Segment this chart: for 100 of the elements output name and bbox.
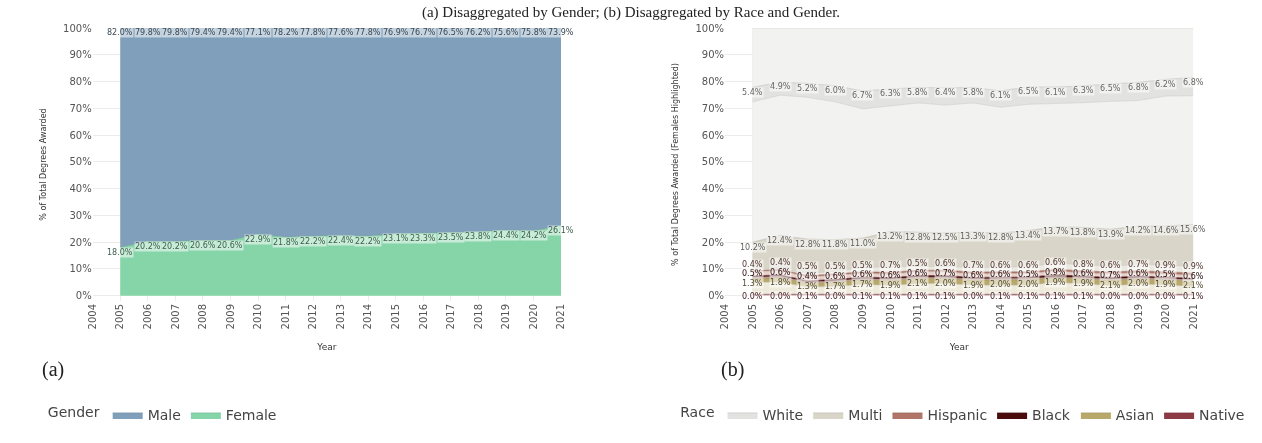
- data-label: 0.5%: [852, 261, 873, 270]
- data-label: 0.6%: [963, 271, 984, 280]
- y-tick-label: 10%: [69, 263, 92, 275]
- y-tick-label: 80%: [69, 76, 92, 88]
- data-label: 6.8%: [1183, 78, 1204, 87]
- y-tick-label: 0%: [708, 290, 725, 302]
- data-label: 0.1%: [1045, 292, 1066, 301]
- x-tick-label: 2013: [967, 304, 979, 330]
- data-label: 0.7%: [935, 269, 956, 278]
- data-label: 5.8%: [907, 88, 928, 97]
- legend-label: Male: [147, 407, 181, 424]
- data-label: 6.7%: [852, 91, 873, 100]
- legend-label: Female: [225, 407, 277, 424]
- legend-label: Native: [1199, 407, 1245, 424]
- legend-label: White: [762, 407, 804, 424]
- data-label: 13.4%: [1015, 231, 1041, 240]
- data-label: 77.6%: [328, 28, 354, 37]
- data-label: 76.9%: [383, 28, 409, 37]
- y-tick-label: 30%: [69, 209, 92, 221]
- data-label: 15.6%: [1180, 225, 1206, 234]
- data-label: 12.8%: [795, 240, 821, 249]
- y-tick-label: 0%: [75, 290, 92, 302]
- legend-label: Asian: [1115, 407, 1155, 424]
- y-tick-label: 50%: [701, 156, 725, 168]
- data-label: 6.3%: [1073, 86, 1094, 95]
- data-label: 79.4%: [217, 28, 243, 37]
- data-label: 11.0%: [850, 239, 876, 248]
- data-label: 77.1%: [245, 28, 271, 37]
- y-axis-title: % of Total Degrees Awarded: [38, 108, 48, 221]
- data-label: 76.7%: [410, 28, 436, 37]
- x-tick-label: 2021: [1187, 304, 1199, 330]
- x-tick-label: 2015: [1022, 304, 1034, 330]
- data-label: 73.9%: [548, 28, 574, 37]
- data-label: 79.8%: [162, 28, 188, 37]
- y-tick-label: 60%: [701, 129, 725, 141]
- y-tick-label: 20%: [69, 236, 92, 248]
- legend-label: Multi: [848, 407, 883, 424]
- data-label: 26.1%: [548, 226, 574, 235]
- data-label: 20.6%: [217, 241, 243, 250]
- data-label: 0.1%: [907, 292, 928, 301]
- data-label: 23.8%: [465, 232, 491, 241]
- data-label: 0.5%: [907, 259, 928, 268]
- y-tick-label: 60%: [69, 129, 92, 141]
- x-tick-label: 2015: [390, 304, 402, 330]
- x-tick-label: 2018: [1105, 304, 1117, 330]
- y-tick-label: 50%: [69, 156, 92, 168]
- data-label: 0.1%: [1073, 292, 1094, 301]
- data-label: 0.0%: [1128, 292, 1149, 301]
- data-label: 13.3%: [960, 232, 986, 241]
- data-label: 24.4%: [493, 231, 519, 240]
- data-label: 24.2%: [521, 231, 547, 240]
- data-label: 6.1%: [1045, 88, 1066, 97]
- data-label: 6.5%: [1018, 87, 1039, 96]
- data-label: 10.2%: [740, 243, 766, 252]
- data-label: 20.2%: [162, 242, 188, 251]
- x-tick-label: 2010: [884, 304, 896, 330]
- data-label: 0.1%: [935, 292, 956, 301]
- x-tick-label: 2014: [994, 304, 1006, 330]
- y-tick-label: 100%: [63, 22, 92, 34]
- x-tick-label: 2004: [719, 304, 731, 330]
- data-label: 12.5%: [932, 233, 958, 242]
- data-label: 12.8%: [905, 233, 931, 242]
- data-label: 0.4%: [770, 258, 791, 267]
- y-tick-label: 100%: [695, 22, 725, 34]
- data-label: 0.1%: [1018, 292, 1039, 301]
- data-label: 0.5%: [797, 262, 818, 271]
- data-label: 0.0%: [770, 292, 791, 301]
- data-label: 20.2%: [135, 242, 161, 251]
- x-tick-label: 2008: [829, 304, 841, 330]
- data-label: 22.2%: [355, 237, 381, 246]
- x-tick-label: 2011: [912, 304, 924, 330]
- data-label: 0.0%: [1100, 292, 1121, 301]
- data-label: 4.9%: [770, 82, 791, 91]
- data-label: 23.3%: [410, 234, 436, 243]
- y-tick-label: 70%: [69, 102, 92, 114]
- data-label: 6.2%: [1155, 80, 1176, 89]
- data-label: 79.4%: [190, 28, 216, 37]
- data-label: 0.1%: [852, 292, 873, 301]
- data-label: 18.0%: [107, 248, 133, 257]
- data-label: 0.0%: [1155, 292, 1176, 301]
- data-label: 22.9%: [245, 235, 271, 244]
- legend-title: Race: [680, 404, 715, 421]
- legend-label: Black: [1032, 407, 1071, 424]
- data-label: 0.1%: [880, 292, 901, 301]
- x-tick-label: 2017: [445, 304, 457, 330]
- data-label: 0.6%: [907, 269, 928, 278]
- data-label: 0.5%: [825, 262, 846, 271]
- x-tick-label: 2007: [801, 304, 813, 330]
- data-label: 11.8%: [822, 240, 848, 249]
- x-tick-label: 2013: [334, 304, 346, 330]
- data-label: 6.0%: [825, 86, 846, 95]
- x-tick-label: 2008: [197, 304, 209, 330]
- x-tick-label: 2004: [86, 304, 98, 330]
- data-label: 12.8%: [988, 233, 1014, 242]
- data-label: 21.8%: [273, 238, 299, 247]
- legend-title: Gender: [47, 404, 100, 421]
- x-tick-label: 2012: [939, 304, 951, 330]
- data-label: 0.1%: [797, 292, 818, 301]
- data-label: 0.7%: [963, 261, 984, 270]
- x-axis-title: Year: [316, 342, 337, 353]
